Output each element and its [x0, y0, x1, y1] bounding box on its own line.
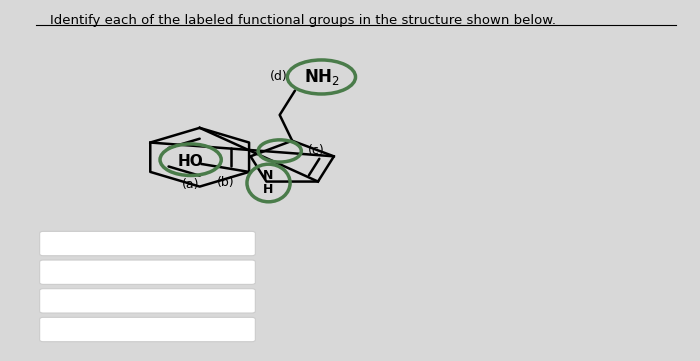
- Text: (a): (a): [182, 178, 199, 191]
- Text: N
H: N H: [263, 170, 274, 196]
- FancyBboxPatch shape: [40, 231, 256, 256]
- Text: Identify each of the labeled functional groups in the structure shown below.: Identify each of the labeled functional …: [50, 14, 556, 27]
- Text: HO: HO: [178, 154, 204, 169]
- FancyBboxPatch shape: [40, 317, 256, 342]
- Text: ∨: ∨: [237, 239, 246, 248]
- Text: ∨: ∨: [237, 267, 246, 277]
- Text: (b): (b): [216, 177, 235, 190]
- Text: (d): (d): [52, 323, 69, 336]
- Text: ∨: ∨: [237, 296, 246, 306]
- Text: ∨: ∨: [237, 325, 246, 335]
- FancyBboxPatch shape: [40, 260, 256, 284]
- Text: (a): (a): [52, 237, 69, 250]
- FancyBboxPatch shape: [40, 289, 256, 313]
- Text: (d): (d): [270, 70, 287, 83]
- Text: (c): (c): [52, 294, 68, 307]
- Text: (c): (c): [307, 144, 324, 157]
- Text: (b): (b): [52, 266, 69, 279]
- Text: NH$_2$: NH$_2$: [304, 67, 340, 87]
